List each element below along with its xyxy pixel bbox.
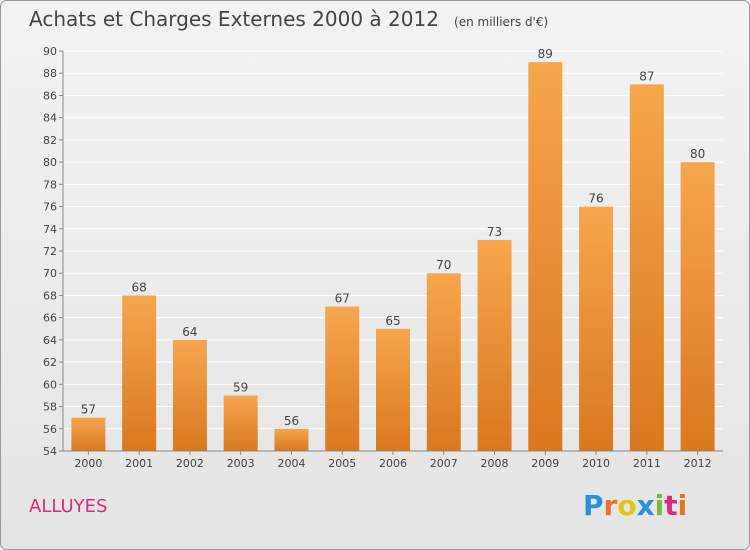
logo-letter: P [583, 489, 604, 522]
x-tick-label: 2006 [379, 457, 407, 470]
axis-layer: 54 56 58 60 62 64 66 68 70 72 74 76 78 80 82 84 86 88 90 20… [43, 45, 723, 470]
data-label: 65 [385, 314, 400, 328]
y-tick-label: 86 [43, 89, 57, 102]
place-name: ALLUYES [29, 496, 108, 517]
y-tick-label: 68 [43, 289, 57, 302]
logo-letter: o [617, 489, 637, 522]
bar-layer [71, 62, 715, 451]
data-label: 89 [538, 47, 553, 61]
x-tick-label: 2001 [125, 457, 153, 470]
data-label: 67 [335, 292, 350, 306]
y-tick-label: 80 [43, 156, 57, 169]
x-tick-label: 2010 [582, 457, 610, 470]
y-tick-label: 66 [43, 312, 57, 325]
x-tick-label: 2007 [430, 457, 458, 470]
y-tick-label: 58 [43, 401, 57, 414]
bar [376, 328, 410, 451]
x-tick-label: 2008 [481, 457, 509, 470]
title-unit: (en milliers d'€) [454, 15, 549, 29]
data-label: 80 [690, 147, 705, 161]
data-label: 87 [639, 69, 654, 83]
y-tick-label: 76 [43, 201, 57, 214]
logo-letter: i [677, 489, 688, 522]
y-tick-label: 64 [43, 334, 57, 347]
y-tick-label: 62 [43, 356, 57, 369]
bar [629, 84, 664, 451]
y-tick-label: 78 [43, 178, 57, 191]
y-tick-label: 74 [43, 223, 57, 236]
y-tick-label: 72 [43, 245, 57, 258]
logo-letter: i [654, 489, 665, 522]
chart-title: Achats et Charges Externes 2000 à 2012 (… [29, 7, 548, 31]
bar [223, 395, 258, 451]
data-label: 59 [233, 380, 248, 394]
bar [274, 428, 309, 451]
x-tick-label: 2003 [227, 457, 255, 470]
x-tick-label: 2004 [277, 457, 305, 470]
data-label: 76 [588, 192, 603, 206]
bar [172, 339, 207, 451]
data-label: 73 [487, 225, 502, 239]
logo-letter: x [636, 489, 655, 522]
bar [426, 273, 461, 451]
bar [528, 62, 563, 451]
y-tick-label: 88 [43, 67, 57, 80]
data-label: 68 [132, 280, 147, 294]
y-tick-label: 70 [43, 267, 57, 280]
x-tick-label: 2012 [684, 457, 712, 470]
label-layer: 57 68 64 59 56 67 65 70 73 89 76 87 80 [81, 47, 706, 428]
y-tick-label: 56 [43, 423, 57, 436]
x-tick-label: 2002 [176, 457, 204, 470]
y-tick-label: 90 [43, 45, 57, 58]
bar [579, 206, 614, 451]
y-tick-label: 82 [43, 134, 57, 147]
bar [325, 306, 360, 451]
y-tick-label: 54 [43, 445, 57, 458]
x-tick-label: 2005 [328, 457, 356, 470]
data-label: 57 [81, 403, 96, 417]
y-tick-label: 60 [43, 378, 57, 391]
bar [477, 239, 512, 451]
y-tick-label: 84 [43, 112, 57, 125]
brand-logo: Proxiti [583, 489, 687, 522]
title-main: Achats et Charges Externes 2000 à 2012 [29, 7, 439, 31]
logo-letter: t [664, 489, 678, 522]
bar [71, 417, 106, 451]
data-label: 64 [182, 325, 197, 339]
data-label: 56 [284, 414, 299, 428]
bar [680, 162, 715, 451]
x-tick-label: 2000 [74, 457, 102, 470]
x-tick-label: 2011 [633, 457, 661, 470]
logo-letter: r [603, 489, 618, 522]
bar [122, 295, 157, 451]
data-label: 70 [436, 258, 451, 272]
x-tick-label: 2009 [531, 457, 559, 470]
